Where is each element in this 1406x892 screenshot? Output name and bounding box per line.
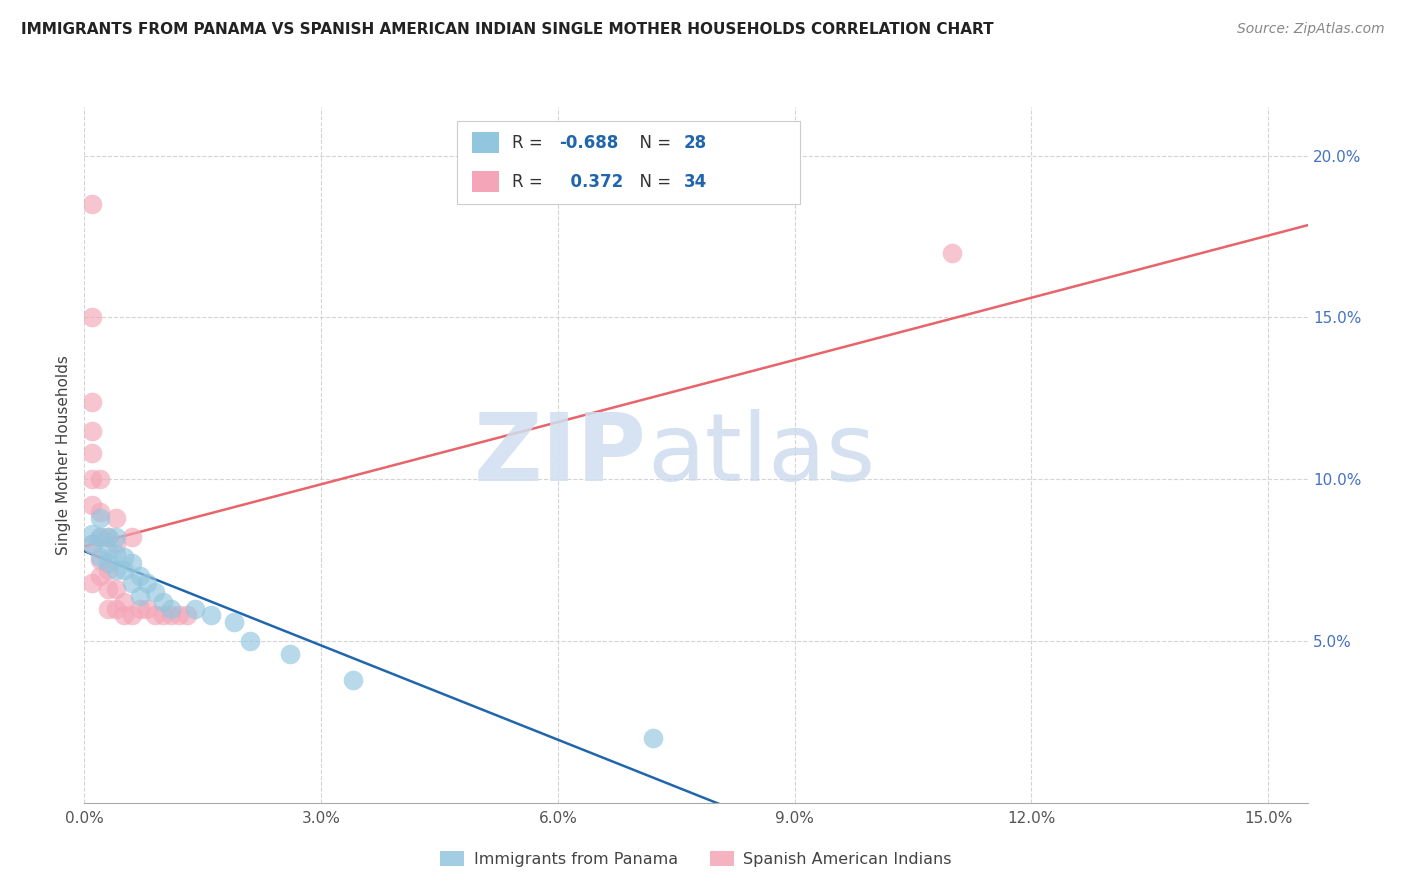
Point [82,446,104,460]
Point [160,601,183,615]
Point [97,531,120,545]
Point [167,608,190,623]
Point [342,673,364,687]
Point [82,472,104,486]
Point [82,197,104,211]
Point [82,498,104,512]
Point [104,563,127,577]
Point [152,595,174,609]
Text: Source: ZipAtlas.com: Source: ZipAtlas.com [1237,22,1385,37]
FancyBboxPatch shape [472,132,499,153]
Point [89,553,111,567]
Point [82,527,104,541]
Text: 28: 28 [683,135,707,153]
Point [104,601,127,615]
FancyBboxPatch shape [457,121,800,204]
Point [128,569,150,583]
Point [128,601,150,615]
Point [121,557,143,571]
Point [104,511,127,525]
Point [89,511,111,525]
Point [112,608,135,623]
Point [128,589,150,603]
Point [112,595,135,609]
Point [97,563,120,577]
Text: -0.688: -0.688 [560,135,619,153]
Text: N =: N = [628,173,676,191]
Point [239,634,262,648]
Point [941,245,963,260]
Point [97,582,120,597]
Point [112,549,135,564]
Point [224,615,246,629]
Point [104,582,127,597]
Point [152,608,174,623]
Point [89,549,111,564]
Text: atlas: atlas [647,409,876,501]
Point [136,575,159,590]
Point [136,601,159,615]
Point [82,575,104,590]
Point [145,608,167,623]
Text: 0.372: 0.372 [560,173,623,191]
Point [121,531,143,545]
Point [104,537,127,551]
Point [184,601,207,615]
Point [89,531,111,545]
Point [89,504,111,518]
Point [82,537,104,551]
Point [278,647,301,661]
Point [176,608,198,623]
Point [89,472,111,486]
Point [200,608,222,623]
Legend: Immigrants from Panama, Spanish American Indians: Immigrants from Panama, Spanish American… [432,843,960,875]
Point [104,547,127,561]
Text: IMMIGRANTS FROM PANAMA VS SPANISH AMERICAN INDIAN SINGLE MOTHER HOUSEHOLDS CORRE: IMMIGRANTS FROM PANAMA VS SPANISH AMERIC… [21,22,994,37]
Point [89,569,111,583]
Point [82,310,104,325]
Point [97,601,120,615]
Text: 34: 34 [683,173,707,191]
Text: R =: R = [513,173,548,191]
Point [97,531,120,545]
Point [112,563,135,577]
Point [160,608,183,623]
Text: ZIP: ZIP [474,409,647,501]
Point [82,537,104,551]
Text: R =: R = [513,135,548,153]
Point [97,543,120,558]
Text: N =: N = [628,135,676,153]
Point [145,585,167,599]
Point [104,531,127,545]
Point [89,531,111,545]
Point [641,731,664,745]
Point [121,575,143,590]
Point [97,557,120,571]
Point [82,424,104,438]
FancyBboxPatch shape [472,170,499,192]
Y-axis label: Single Mother Households: Single Mother Households [56,355,72,555]
Point [82,394,104,409]
Point [121,608,143,623]
